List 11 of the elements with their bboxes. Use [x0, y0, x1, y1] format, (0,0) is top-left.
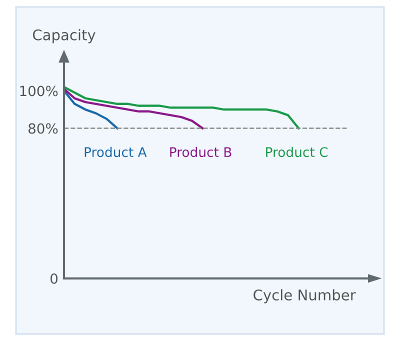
line-series — [64, 86, 300, 130]
series-label: Product B — [170, 146, 232, 158]
line-series — [64, 88, 204, 130]
y-tick-label: 0 — [50, 273, 58, 284]
y-tick-label: 80% — [28, 123, 58, 134]
y-axis-title: Capacity — [32, 29, 96, 44]
x-axis-title: Cycle Number — [254, 289, 356, 304]
y-tick-label: 100% — [20, 86, 58, 96]
line-series — [64, 90, 118, 130]
series-label: Product C — [266, 146, 328, 158]
series-label: Product A — [84, 146, 147, 158]
